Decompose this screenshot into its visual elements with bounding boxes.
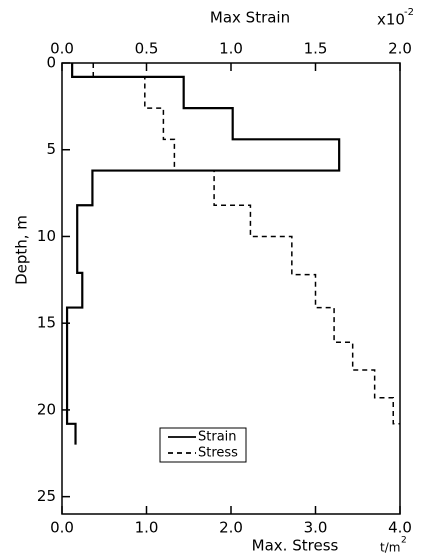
legend-box: [159, 427, 247, 463]
x2-tick-label: 2.0: [388, 40, 412, 58]
y-tick-label: 10: [37, 227, 56, 245]
y-tick-label: 15: [37, 314, 56, 332]
x2-tick-label: 0.5: [135, 40, 159, 58]
y-tick-label: 25: [37, 487, 56, 505]
step-line: [92, 63, 400, 425]
legend-label: Stress: [198, 446, 238, 461]
x-tick-label: 0.0: [50, 519, 74, 537]
x2-multiplier-exp: -2: [404, 7, 414, 18]
y-tick-label: 0: [46, 54, 56, 72]
x2-multiplier: x10: [377, 11, 405, 29]
x-tick-label: 4.0: [388, 519, 412, 537]
x-unit-exp: 2: [401, 536, 407, 546]
x2-tick-label: 1.5: [304, 40, 328, 58]
x-tick-label: 3.0: [304, 519, 328, 537]
x2-tick-label: 0.0: [50, 40, 74, 58]
y-axis-label: Depth, m: [13, 215, 31, 285]
step-line: [65, 63, 341, 445]
x-tick-label: 2.0: [219, 519, 243, 537]
y-tick-label: 5: [46, 140, 56, 158]
x2-tick-label: 1.0: [219, 40, 243, 58]
x-tick-label: 1.0: [135, 519, 159, 537]
x2-axis-label: Max Strain: [210, 9, 290, 27]
legend-label: Strain: [198, 430, 237, 445]
y-tick-label: 20: [37, 400, 56, 418]
x-axis-label: Max. Stress: [252, 537, 339, 555]
x-unit: t/m: [380, 541, 400, 555]
